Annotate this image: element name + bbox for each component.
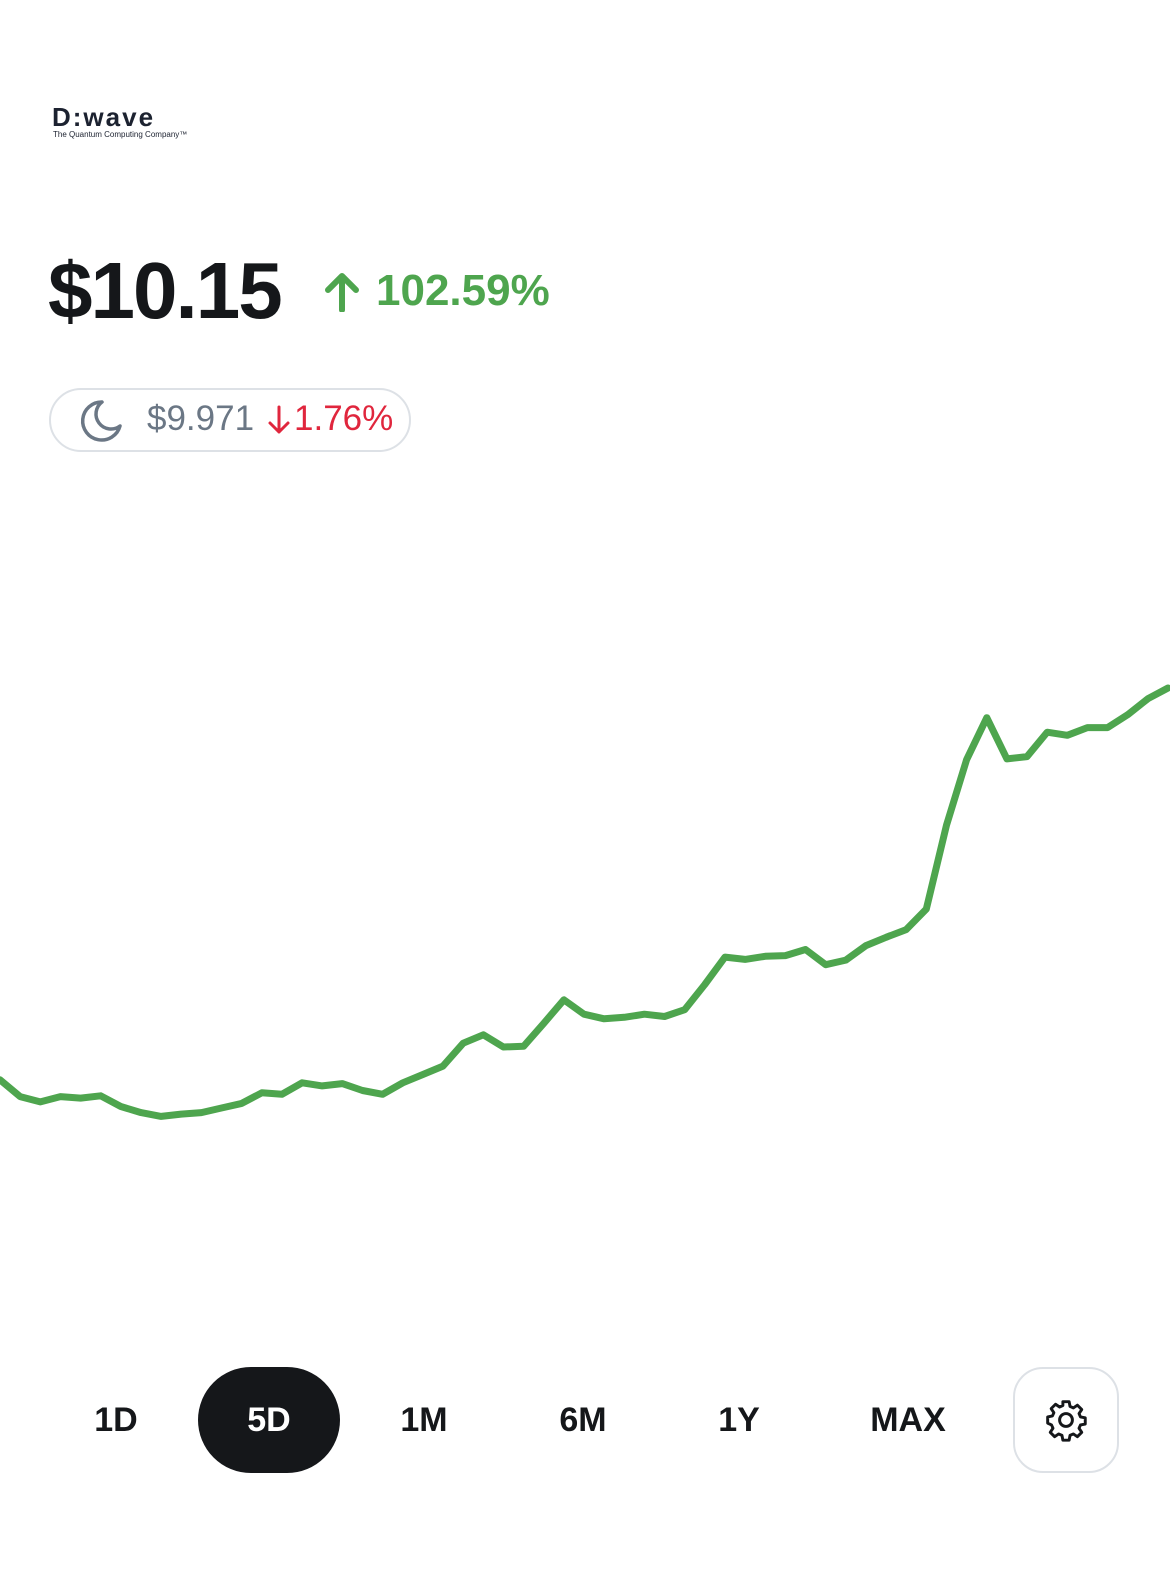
- logo: D:wave: [52, 102, 156, 132]
- after-hours-pill: [49, 388, 411, 452]
- price-line: [0, 684, 1170, 1120]
- price: $10.15: [48, 246, 283, 335]
- gear-icon: [1046, 1400, 1087, 1442]
- range-button[interactable]: MAX: [870, 1400, 946, 1439]
- up-arrow-icon: [325, 273, 359, 312]
- range-button[interactable]: 1D: [94, 1400, 138, 1439]
- range-button[interactable]: 6M: [559, 1400, 607, 1439]
- range-button[interactable]: 1M: [400, 1400, 448, 1439]
- after-hours-price: $9.971: [147, 399, 255, 438]
- after-hours-change: 1.76%: [294, 399, 394, 438]
- logo-tagline: The Quantum Computing Company™: [53, 130, 188, 139]
- range-button[interactable]: 5D: [198, 1367, 340, 1473]
- price-change: 102.59%: [376, 266, 550, 315]
- settings-button[interactable]: [1013, 1367, 1119, 1473]
- moon-icon: [80, 400, 122, 442]
- down-arrow-icon: [268, 405, 290, 434]
- range-button[interactable]: 1Y: [718, 1400, 760, 1439]
